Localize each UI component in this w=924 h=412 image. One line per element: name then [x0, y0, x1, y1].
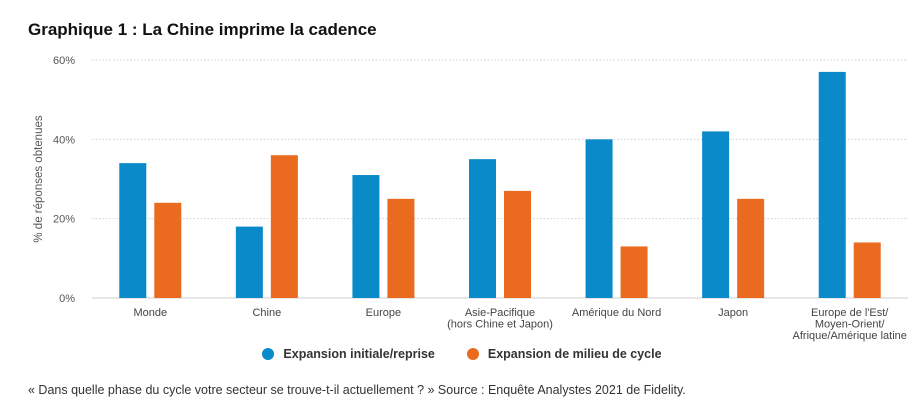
legend-label-series-1: Expansion initiale/reprise — [283, 347, 435, 361]
bars — [119, 71, 881, 299]
bar-series-1 — [818, 71, 846, 299]
bar-series-1 — [119, 163, 147, 298]
bar-series-2 — [387, 198, 415, 298]
y-tick-label: 60% — [53, 55, 75, 67]
legend-swatch-series-2 — [466, 348, 479, 360]
bar-series-2 — [154, 202, 182, 298]
bar-series-2 — [853, 242, 881, 298]
x-tick-label: (hors Chine et Japon) — [447, 319, 553, 331]
bar-series-1 — [585, 139, 613, 298]
y-tick-label: 40% — [53, 134, 75, 146]
legend-item-series-1: Expansion initiale/reprise — [262, 347, 435, 361]
x-axis-ticks: Monde Chine Europe Asie-Pacifique(hors Chin… — [133, 307, 906, 342]
x-tick-label: Amérique du Nord — [572, 307, 661, 319]
bar-series-1 — [469, 159, 496, 298]
x-tick-label: Afrique/Amérique latine — [793, 330, 907, 342]
source-note: « Dans quelle phase du cycle votre secte… — [28, 383, 686, 397]
chart-title: Graphique 1 : La Chine imprime la cadenc… — [28, 20, 377, 39]
y-axis-label: % de réponses obtenues — [33, 115, 45, 242]
x-tick-label: Monde — [133, 307, 167, 319]
legend-item-series-2: Expansion de milieu de cycle — [466, 347, 662, 361]
bar-series-2 — [737, 198, 765, 298]
gridlines — [92, 59, 908, 299]
x-tick-label: Chine — [252, 307, 281, 319]
x-tick-label: Japon — [718, 307, 748, 319]
legend-label-series-2: Expansion de milieu de cycle — [487, 347, 662, 361]
bar-chart: 0% 20% 40% 60% % de réponses obtenues Monde… — [33, 55, 908, 342]
y-tick-label: 20% — [53, 214, 75, 226]
x-tick-label: Europe de l'Est/ — [811, 307, 889, 319]
x-tick-label: Moyen-Orient/ — [815, 319, 886, 331]
legend-swatch-series-1 — [262, 348, 275, 360]
bar-series-1 — [702, 131, 730, 298]
bar-series-1 — [352, 175, 380, 298]
y-axis-ticks: 0% 20% 40% 60% — [53, 55, 75, 305]
y-tick-label: 0% — [59, 293, 75, 305]
bar-series-2 — [620, 246, 648, 298]
bar-series-1 — [235, 226, 263, 298]
bar-series-2 — [270, 155, 298, 298]
x-tick-label: Europe — [366, 307, 401, 319]
x-tick-label: Asie-Pacifique — [465, 307, 535, 319]
bar-series-2 — [504, 190, 531, 298]
legend: Expansion initiale/reprise Expansion de … — [0, 347, 924, 361]
